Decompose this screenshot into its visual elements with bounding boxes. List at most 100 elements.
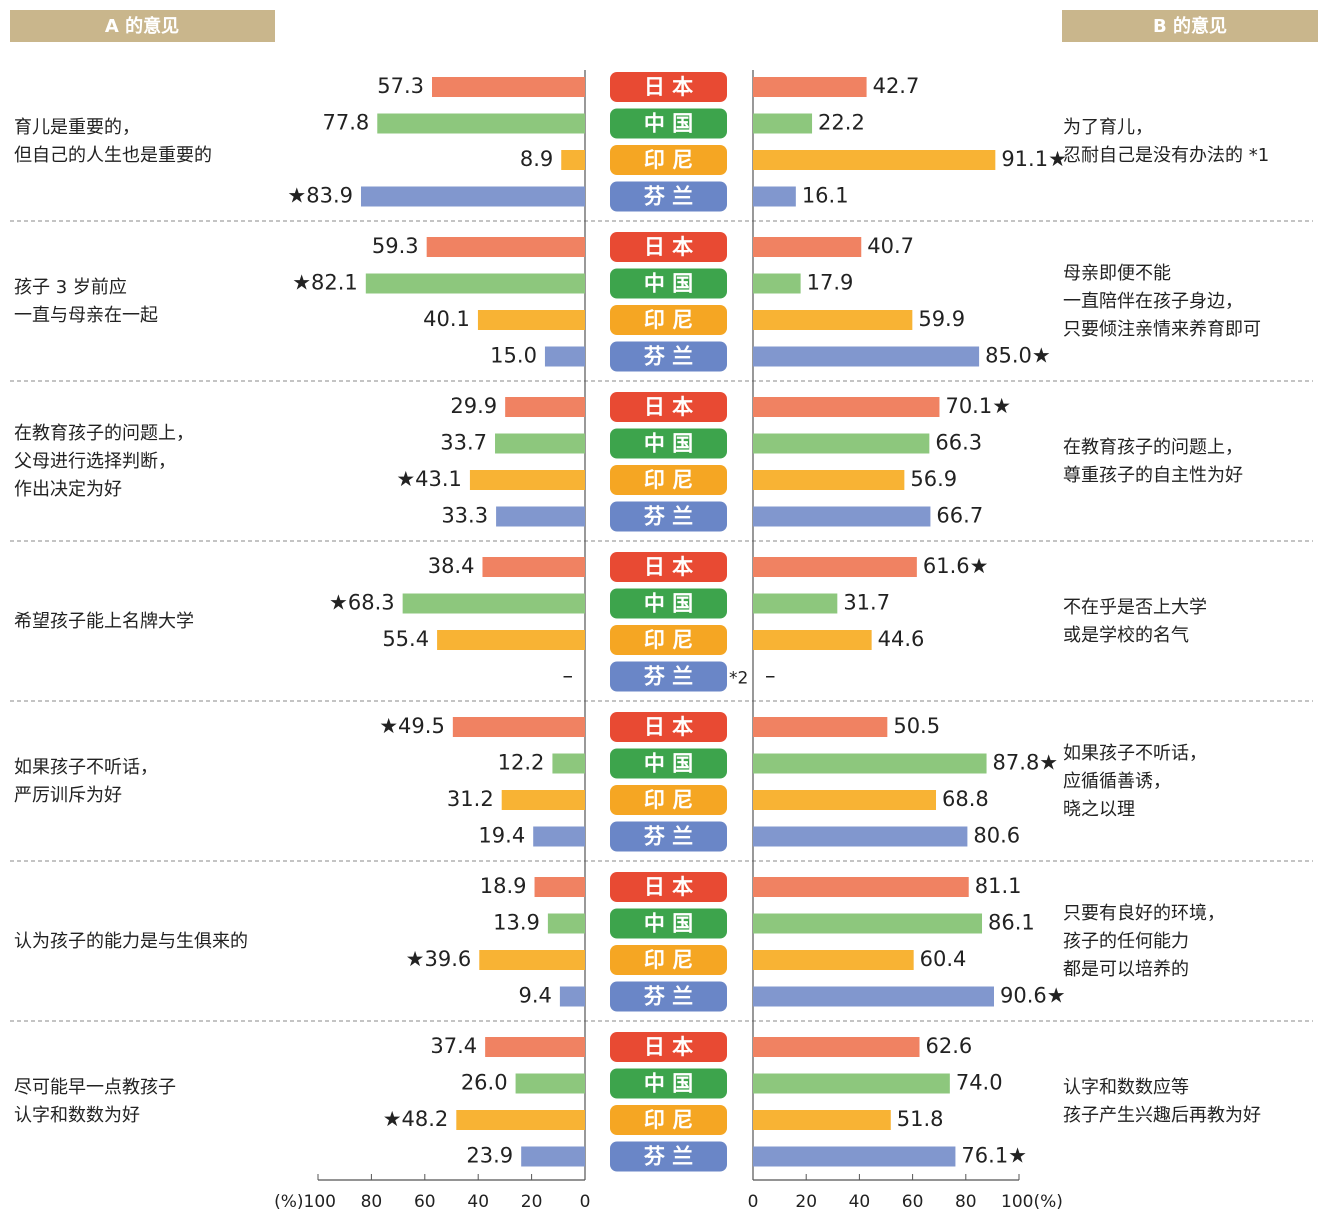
value-label-b: 80.6	[973, 824, 1020, 848]
header-bar	[10, 10, 275, 42]
country-label: 中 国	[644, 432, 693, 456]
value-label-b: 44.6	[878, 627, 925, 651]
row-label-b: 只要倾注亲情来养育即可	[1063, 319, 1261, 340]
value-label-a: 37.4	[430, 1034, 477, 1058]
value-label-a: 33.3	[441, 504, 488, 528]
value-label-b: 42.7	[873, 74, 920, 98]
value-label-a: 13.9	[493, 911, 540, 935]
bar-a	[426, 237, 585, 257]
row-label-b: 晓之以理	[1063, 799, 1135, 820]
bar-b	[753, 826, 968, 847]
country-badge	[610, 392, 727, 422]
tick-label: 80	[955, 1192, 977, 1212]
country-badge	[610, 748, 727, 779]
tick-label: 20	[521, 1192, 543, 1212]
bar-a	[377, 113, 585, 134]
bar-a	[552, 753, 585, 774]
value-label-a: 31.2	[447, 787, 494, 811]
value-label-a: ★83.9	[287, 184, 353, 208]
tick-label: (%)100	[274, 1192, 336, 1212]
country-badge	[610, 552, 727, 582]
country-label: 日 本	[644, 715, 693, 739]
row-label-b: 母亲即便不能	[1063, 263, 1171, 284]
bar-b	[753, 346, 980, 367]
bar-a	[456, 1110, 585, 1130]
right-header: B 的意见	[1153, 15, 1227, 37]
tick-label: 0	[580, 1192, 591, 1212]
country-badge	[610, 341, 727, 372]
row-label-b: 孩子产生兴趣后再教为好	[1063, 1105, 1261, 1126]
value-label-b: –	[765, 664, 776, 688]
country-badge	[610, 108, 727, 139]
bar-b	[753, 77, 867, 97]
row-label-b: 如果孩子不听话，	[1063, 743, 1207, 764]
bar-b	[753, 1037, 920, 1057]
value-label-b: 61.6★	[923, 554, 989, 578]
country-badge	[610, 1068, 727, 1099]
bar-b	[753, 433, 930, 454]
tick-label: 40	[467, 1192, 489, 1212]
value-label-a: 19.4	[478, 824, 525, 848]
value-label-a: ★43.1	[396, 467, 462, 491]
value-label-b: 81.1	[975, 874, 1022, 898]
country-label: 日 本	[644, 555, 693, 579]
bar-a	[485, 1037, 585, 1057]
row-label-a: 如果孩子不听话，	[14, 757, 158, 778]
tick-label: 60	[902, 1192, 924, 1212]
tick-label: 20	[795, 1192, 817, 1212]
bar-a	[452, 717, 585, 737]
value-label-a: 40.1	[423, 307, 470, 331]
row-label-a: 作出决定为好	[14, 479, 122, 500]
bar-b	[753, 470, 905, 490]
country-label: 中 国	[644, 272, 693, 296]
country-badge	[610, 428, 727, 459]
country-badge	[610, 908, 727, 939]
value-label-b: 56.9	[910, 467, 957, 491]
country-label: 印 尼	[644, 948, 693, 972]
value-label-b: 90.6★	[1000, 984, 1066, 1008]
value-label-a: 18.9	[480, 874, 527, 898]
value-label-b: 60.4	[920, 947, 967, 971]
bar-a	[534, 877, 585, 897]
bar-b	[753, 950, 914, 970]
bar-a	[533, 826, 585, 847]
country-label: 印 尼	[644, 468, 693, 492]
value-label-b: 70.1★	[945, 394, 1011, 418]
value-label-b: 87.8★	[993, 751, 1059, 775]
country-badge	[610, 945, 727, 975]
bar-b	[753, 913, 983, 934]
tick-label: 40	[849, 1192, 871, 1212]
value-label-a: 77.8	[323, 111, 370, 135]
row-label-a: 父母进行选择判断，	[14, 451, 176, 472]
country-label: 芬 兰	[644, 345, 693, 369]
country-label: 印 尼	[644, 1108, 693, 1132]
bar-a	[547, 913, 585, 934]
tick-label: 0	[748, 1192, 759, 1212]
tick-label: 80	[361, 1192, 383, 1212]
header-bar	[1062, 10, 1318, 42]
bar-a	[561, 150, 585, 170]
bar-a	[521, 1146, 585, 1167]
bar-b	[753, 113, 813, 134]
value-label-b: 68.8	[942, 787, 989, 811]
value-label-b: 85.0★	[985, 344, 1051, 368]
bar-a	[469, 470, 585, 490]
value-label-b: 50.5	[893, 714, 940, 738]
value-label-a: ★68.3	[329, 591, 395, 615]
bar-a	[477, 310, 585, 330]
bar-b	[753, 557, 917, 577]
row-label-b: 应循循善诱，	[1063, 771, 1171, 792]
country-badge	[610, 625, 727, 655]
row-label-b: 认字和数数应等	[1063, 1077, 1189, 1098]
country-badge	[610, 1105, 727, 1135]
bar-a	[365, 273, 585, 294]
row-label-b: 都是可以培养的	[1063, 959, 1189, 980]
bar-b	[753, 186, 796, 207]
country-label: 中 国	[644, 912, 693, 936]
value-label-a: ★49.5	[379, 714, 445, 738]
bar-b	[753, 397, 940, 417]
country-label: 日 本	[644, 1035, 693, 1059]
bar-b	[753, 593, 838, 614]
left-header: A 的意见	[105, 15, 179, 37]
row-label-a: 希望孩子能上名牌大学	[14, 611, 194, 632]
